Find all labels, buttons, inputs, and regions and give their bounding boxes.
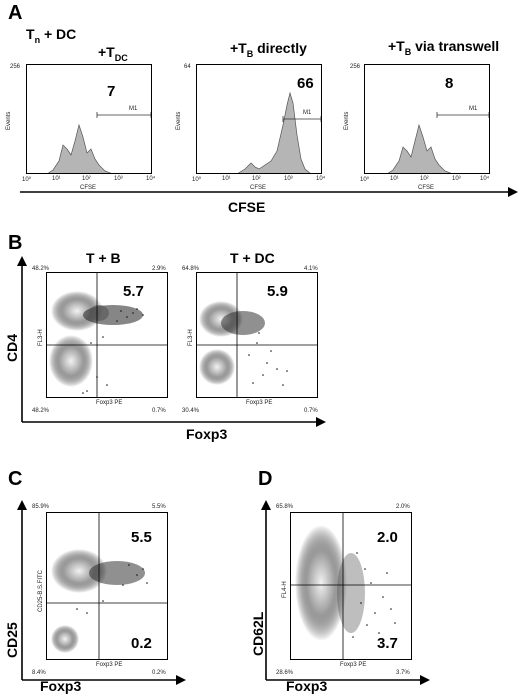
hist1-ymax: 256	[10, 64, 21, 70]
scatter-b1-density	[47, 273, 167, 397]
histogram-2-curve	[237, 91, 321, 173]
scatter-d: 2.0 3.7	[290, 512, 412, 660]
panel-d-axes	[261, 500, 430, 685]
plot-d-value-lower: 3.7	[377, 635, 398, 652]
plot-b2-title: T + DC	[230, 250, 275, 266]
hist1-gate-label: M1	[129, 106, 138, 112]
panel-d-yaxis-label: CD62L	[250, 611, 266, 656]
hist3-ylabel: Events	[344, 111, 350, 130]
hist3-ymax: 256	[350, 64, 361, 70]
hist2-ymax: 64	[184, 64, 191, 70]
panel-a-left-title: Tn + DC	[26, 26, 77, 45]
plot-c-lr: 0.2%	[152, 670, 166, 676]
panel-letter-d: D	[258, 468, 273, 490]
plot-c-xlabel: Foxp3 PE	[96, 662, 123, 668]
histogram-1-curve	[47, 112, 151, 173]
hist3-value: 8	[445, 75, 454, 92]
plot-b1-value: 5.7	[123, 283, 144, 300]
hist3-gate-label: M1	[469, 106, 478, 112]
plot-d-ul: 65.8%	[276, 504, 294, 510]
scatter-b2-density	[197, 273, 317, 397]
panel-letter-b: B	[8, 232, 23, 254]
histogram-3: M1 8	[364, 64, 490, 174]
hist1-value: 7	[107, 83, 116, 100]
panel-a-axis-label: CFSE	[228, 199, 266, 215]
histogram-2: M1 66	[196, 64, 322, 174]
hist2-ylabel: Events	[176, 111, 182, 130]
scatter-c: 5.5 0.2	[46, 512, 168, 660]
plot-c-ur: 5.5%	[152, 504, 166, 510]
plot-c-value-lower: 0.2	[131, 635, 152, 652]
scatter-b1: 5.7	[46, 272, 168, 398]
hist1-xlabel: CFSE	[80, 185, 97, 191]
plot-b1-xlabel: Foxp3 PE	[96, 400, 123, 406]
panel-b-axes	[17, 256, 326, 427]
histogram-1: M1 7	[26, 64, 152, 174]
panel-c-xaxis-label: Foxp3	[40, 678, 82, 694]
plot-d-value-upper: 2.0	[377, 529, 398, 546]
histogram-3-curve	[387, 112, 489, 173]
hist3-xlabel: CFSE	[418, 185, 435, 191]
panel-letter-c: C	[8, 468, 23, 490]
plot-d-xlabel: Foxp3 PE	[340, 662, 367, 668]
plot-b2-lr: 0.7%	[304, 408, 318, 414]
plot-b1-ur: 2.9%	[152, 266, 166, 272]
hist2-value: 66	[297, 75, 314, 92]
plot-d-ur: 2.0%	[396, 504, 410, 510]
plot-b2-xlabel: Foxp3 PE	[246, 400, 273, 406]
hist2-gate-label: M1	[303, 110, 312, 116]
plot-b2-value: 5.9	[267, 283, 288, 300]
scatter-c-density	[47, 513, 167, 659]
plot-d-lr: 3.7%	[396, 670, 410, 676]
plot-b1-ul: 48.2%	[32, 266, 50, 272]
cfse-arrow	[20, 187, 518, 197]
panel-b-yaxis-label: CD4	[4, 333, 20, 362]
hist3-title: +TB via transwell	[388, 38, 500, 57]
plot-c-ll: 8.4%	[32, 670, 46, 676]
hist1-ylabel: Events	[6, 111, 12, 130]
plot-b1-lr: 0.7%	[152, 408, 166, 414]
panel-c-yaxis-label: CD25	[4, 622, 20, 658]
plot-b2-ur: 4.1%	[304, 266, 318, 272]
scatter-d-density	[291, 513, 411, 659]
scatter-b2: 5.9	[196, 272, 318, 398]
hist2-xlabel: CFSE	[250, 185, 267, 191]
panel-c-axes	[17, 500, 186, 685]
hist1-title: +TDC	[98, 44, 128, 63]
panel-letter-a: A	[8, 2, 23, 24]
plot-c-ul: 85.9%	[32, 504, 50, 510]
plot-d-ll: 28.6%	[276, 670, 294, 676]
hist2-title: +TB directly	[230, 40, 307, 59]
plot-b1-title: T + B	[86, 250, 121, 266]
panel-d-xaxis-label: Foxp3	[286, 678, 328, 694]
plot-c-value-upper: 5.5	[131, 529, 152, 546]
plot-b1-ll: 48.2%	[32, 408, 50, 414]
plot-b2-ul: 64.8%	[182, 266, 200, 272]
plot-b2-ll: 30.4%	[182, 408, 200, 414]
panel-b-xaxis-label: Foxp3	[186, 426, 228, 442]
